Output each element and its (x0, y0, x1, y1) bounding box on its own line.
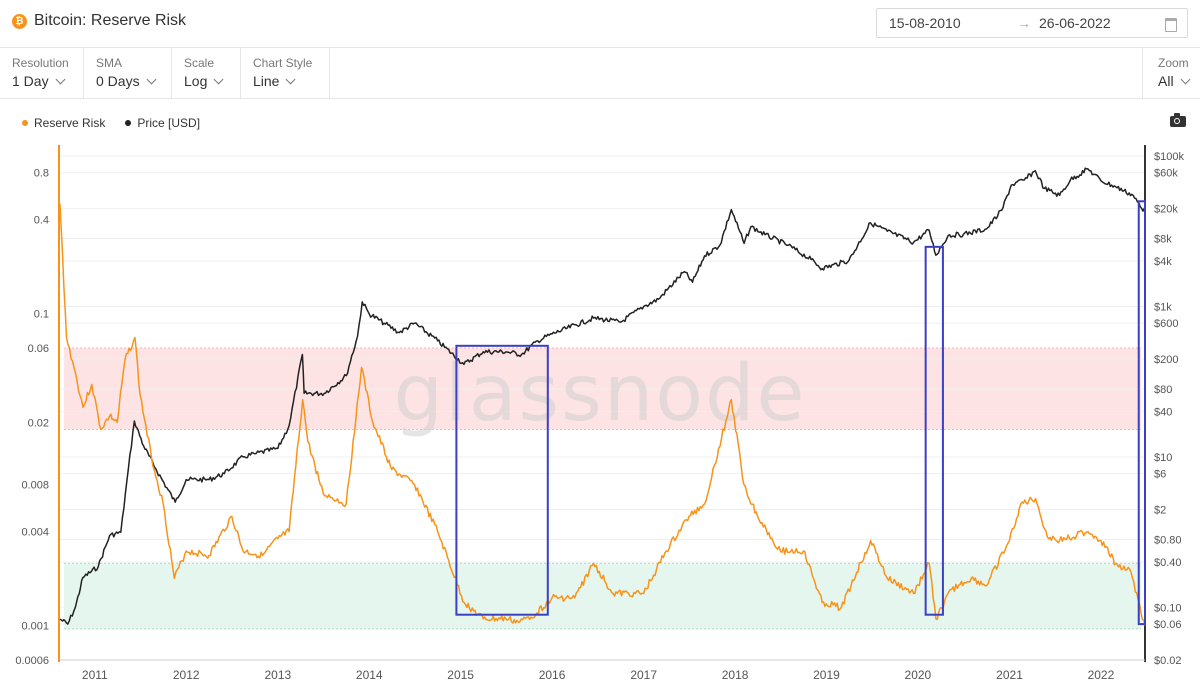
x-tick-label: 2015 (447, 668, 474, 682)
resolution-value: 1 Day (12, 73, 49, 89)
x-tick-label: 2020 (905, 668, 932, 682)
right-tick-label: $60k (1154, 168, 1178, 180)
sma-value: 0 Days (96, 73, 140, 89)
calendar-icon[interactable] (1165, 18, 1177, 32)
date-range-picker[interactable]: 15-08-2010 → 26-06-2022 (876, 8, 1188, 38)
x-tick-label: 2016 (539, 668, 566, 682)
left-tick-label: 0.1 (34, 308, 49, 320)
scale-value: Log (184, 73, 208, 89)
resolution-select[interactable]: Resolution 1 Day (0, 48, 84, 98)
right-tick-label: $20k (1154, 204, 1178, 216)
legend-label-reserve-risk: Reserve Risk (34, 116, 106, 130)
header: ₿ Bitcoin: Reserve Risk 15-08-2010 → 26-… (0, 0, 1200, 48)
right-tick-label: $100k (1154, 151, 1184, 163)
x-tick-label: 2014 (356, 668, 383, 682)
left-tick-label: 0.8 (34, 167, 49, 179)
x-tick-label: 2013 (264, 668, 291, 682)
right-tick-label: $4k (1154, 256, 1172, 268)
series-price-line (59, 167, 1146, 625)
band-low (64, 563, 1141, 629)
right-tick-label: $40 (1154, 407, 1172, 419)
x-tick-label: 2012 (173, 668, 200, 682)
date-to-input[interactable]: 26-06-2022 (1039, 15, 1111, 31)
bitcoin-icon: ₿ (12, 13, 27, 29)
legend-dot-icon (22, 120, 28, 126)
legend-label-price: Price [USD] (137, 116, 201, 130)
camera-icon[interactable] (1170, 113, 1186, 127)
legend-item-reserve-risk[interactable]: Reserve Risk (22, 116, 105, 130)
zoom-label: Zoom (1158, 56, 1189, 70)
series-reserve-risk-line (59, 204, 1146, 626)
right-tick-label: $0.02 (1154, 655, 1182, 667)
right-tick-label: $8k (1154, 234, 1172, 246)
right-tick-label: $2 (1154, 505, 1166, 517)
left-tick-label: 0.004 (21, 526, 49, 538)
zoom-value: All (1158, 73, 1174, 89)
date-arrow-icon: → (1017, 15, 1031, 31)
date-from-input[interactable]: 15-08-2010 (889, 15, 961, 31)
right-tick-label: $0.80 (1154, 534, 1182, 546)
x-tick-label: 2021 (996, 668, 1023, 682)
right-tick-label: $80 (1154, 384, 1172, 396)
legend-item-price[interactable]: Price [USD] (125, 116, 200, 130)
x-tick-label: 2011 (82, 668, 108, 682)
highlight-box-3 (1137, 200, 1146, 626)
chart-style-value: Line (253, 73, 280, 89)
left-tick-label: 0.4 (34, 214, 49, 226)
right-tick-label: $200 (1154, 354, 1178, 366)
x-tick-label: 2019 (813, 668, 840, 682)
left-tick-label: 0.06 (28, 343, 49, 355)
highlight-box-2 (924, 245, 944, 616)
resolution-label: Resolution (12, 56, 69, 70)
right-tick-label: $1k (1154, 301, 1172, 313)
scale-select[interactable]: Scale Log (172, 48, 241, 98)
right-tick-label: $600 (1154, 318, 1178, 330)
watermark: glassnode (394, 349, 807, 439)
sma-label: SMA (96, 56, 123, 70)
chart-style-select[interactable]: Chart Style Line (241, 48, 330, 98)
highlight-box-1 (455, 344, 549, 616)
right-tick-label: $0.06 (1154, 619, 1182, 631)
x-tick-label: 2017 (630, 668, 657, 682)
scale-label: Scale (184, 56, 215, 70)
right-tick-label: $10 (1154, 452, 1172, 464)
chart-controls: Resolution 1 Day SMA 0 Days Scale Log Ch… (0, 48, 1200, 99)
x-tick-label: 2018 (722, 668, 749, 682)
zoom-select[interactable]: Zoom All (1142, 48, 1200, 98)
legend-dot-icon (125, 120, 132, 126)
x-tick-label: 2022 (1088, 668, 1115, 682)
left-tick-label: 0.001 (21, 620, 49, 632)
chart-legend: Reserve Risk Price [USD] (22, 116, 220, 130)
right-tick-label: $0.10 (1154, 602, 1182, 614)
chart-style-label: Chart Style (253, 56, 313, 70)
title-area: ₿ Bitcoin: Reserve Risk (12, 12, 186, 30)
right-tick-label: $0.40 (1154, 557, 1182, 569)
right-tick-label: $6 (1154, 469, 1166, 481)
left-tick-label: 0.008 (21, 479, 49, 491)
page-title: Bitcoin: Reserve Risk (34, 12, 187, 29)
left-tick-label: 0.02 (28, 417, 49, 429)
left-tick-label: 0.0006 (15, 655, 49, 667)
sma-select[interactable]: SMA 0 Days (84, 48, 172, 98)
